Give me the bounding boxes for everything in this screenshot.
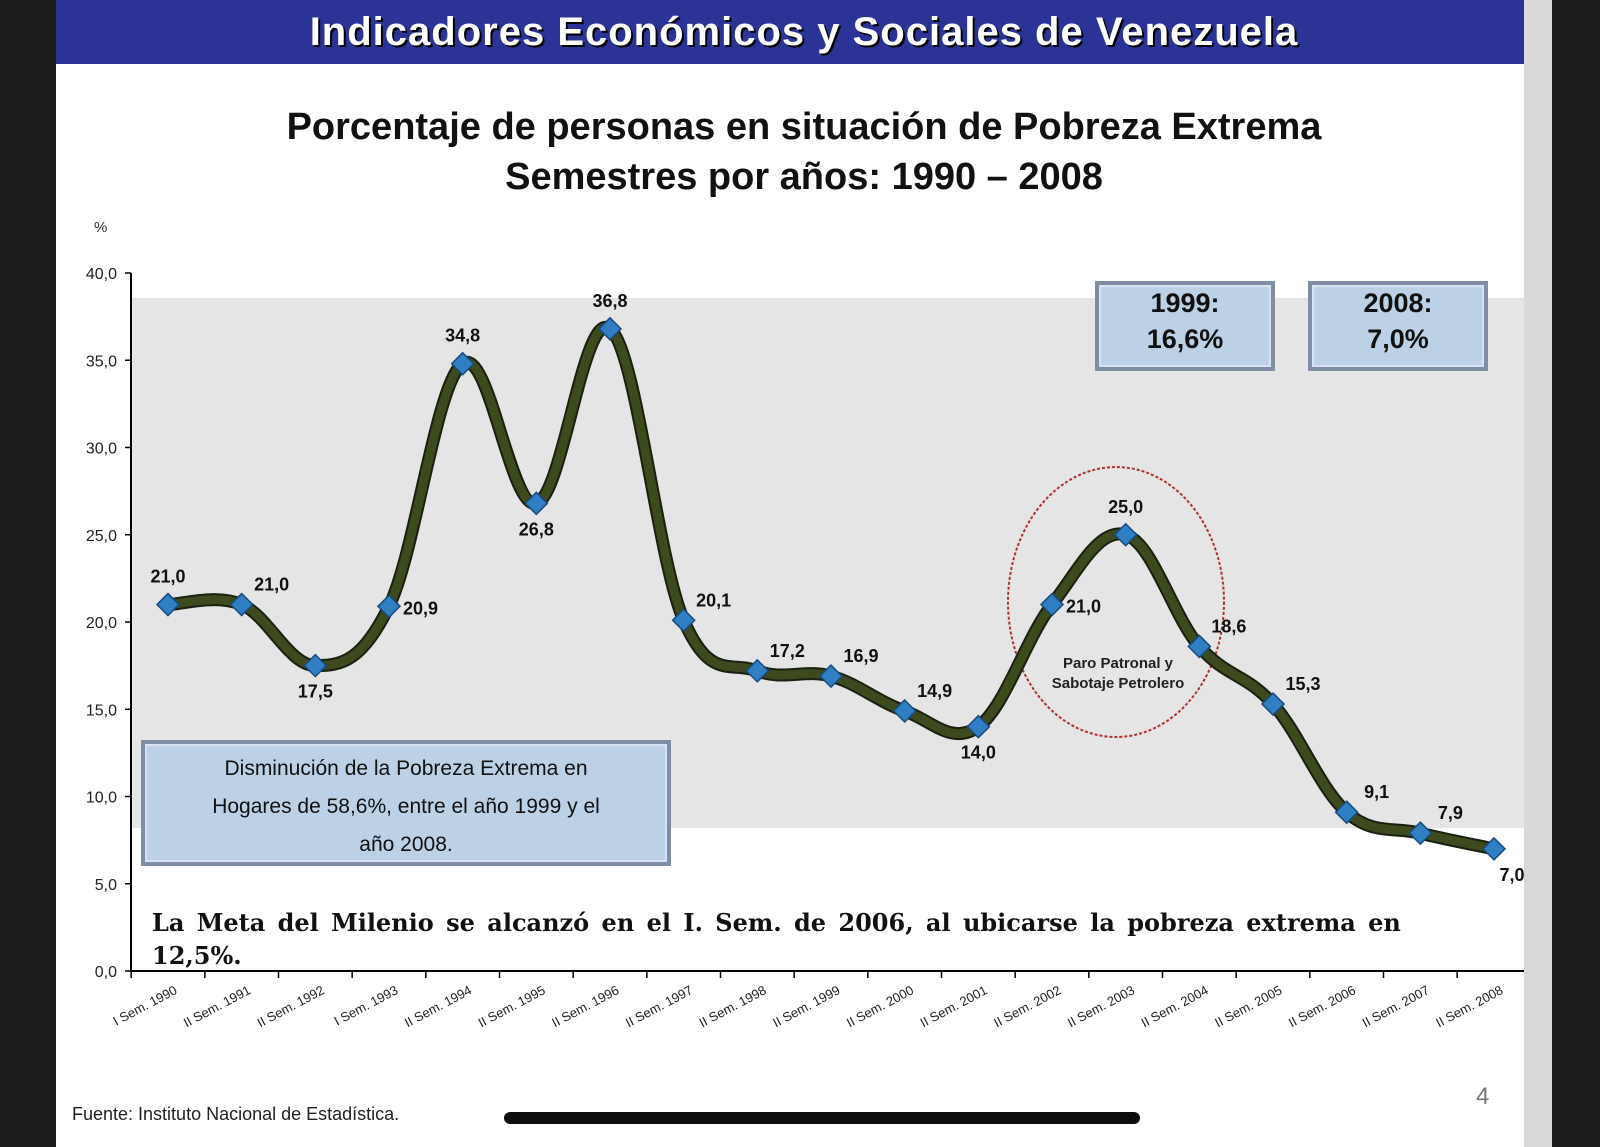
y-tick-label: 35,0 <box>86 353 117 370</box>
data-point <box>524 491 549 516</box>
x-tick-label: II Sem. 2004 <box>1139 982 1211 1030</box>
x-tick-label: I Sem. 1993 <box>331 982 400 1028</box>
data-label: 20,1 <box>696 590 731 610</box>
data-label: 17,5 <box>298 682 333 702</box>
data-point <box>745 658 770 683</box>
data-point <box>966 714 991 739</box>
stat-box-2008: 2008: 7,0% <box>1308 281 1488 371</box>
x-tick-label: II Sem. 1995 <box>476 982 548 1030</box>
y-tick-label: 30,0 <box>86 441 117 458</box>
data-point <box>1113 522 1138 547</box>
data-point <box>155 592 181 617</box>
chart-subtitle: Semestres por años: 1990 – 2008 <box>505 156 1103 198</box>
x-tick-label: II Sem. 2007 <box>1360 982 1432 1030</box>
x-tick-label: II Sem. 2003 <box>1065 982 1137 1030</box>
data-label: 26,8 <box>519 519 554 539</box>
y-tick-label: 20,0 <box>86 615 117 632</box>
y-tick-label: 0,0 <box>95 964 117 981</box>
stat-box-1999-year: 1999: <box>1150 288 1220 318</box>
annotation-circle <box>1007 466 1225 738</box>
millennium-goal-note: La Meta del Milenio se alcanzó en el I. … <box>152 906 1492 972</box>
x-tick-label: II Sem. 1992 <box>255 982 327 1030</box>
slide-edge <box>1524 0 1552 1147</box>
banner-title: Indicadores Económicos y Sociales de Ven… <box>56 0 1552 64</box>
data-label: 36,8 <box>592 291 627 311</box>
data-label: 21,0 <box>150 567 185 587</box>
data-label: 18,6 <box>1211 616 1246 636</box>
data-label: 21,0 <box>254 575 289 595</box>
highlight-band <box>131 298 1552 828</box>
slide: Indicadores Económicos y Sociales de Ven… <box>56 0 1552 1147</box>
data-point <box>892 698 917 724</box>
stat-box-1999-value: 16,6% <box>1146 324 1224 354</box>
annotation-line-2: Sabotaje Petrolero <box>1052 675 1185 692</box>
chart-title: Porcentaje de personas en situación de P… <box>286 106 1322 148</box>
data-point <box>450 351 475 376</box>
x-tick-label: II Sem. 1999 <box>770 982 842 1030</box>
data-label: 25,0 <box>1108 497 1143 517</box>
data-point <box>1408 821 1433 846</box>
x-tick-label: II Sem. 1994 <box>402 982 474 1030</box>
data-label: 9,1 <box>1364 782 1389 802</box>
x-tick-label: II Sem. 2008 <box>1433 982 1505 1030</box>
data-label: 34,8 <box>445 326 480 346</box>
x-tick-label: II Sem. 1991 <box>181 982 253 1030</box>
data-point <box>1334 800 1359 825</box>
data-point <box>597 316 623 341</box>
annotation-line-1: Paro Patronal y <box>1063 655 1174 672</box>
note-line-2: Hogares de 58,6%, entre el año 1999 y el <box>212 795 600 818</box>
x-tick-label: II Sem. 1997 <box>623 982 695 1030</box>
meta-line-2: 12,5%. <box>152 941 242 970</box>
line-chart: 0,0 5,0 10,0 15,0 20,0 25,0 30,0 35,0 40,0 I Sem.… <box>86 219 1552 1030</box>
x-tick-label: II Sem. 2000 <box>844 982 916 1030</box>
stat-box-2008-value: 7,0% <box>1367 324 1429 354</box>
x-tick-label: II Sem. 1996 <box>549 982 621 1030</box>
x-tick-label: I Sem. 1990 <box>110 982 179 1028</box>
data-label: 20,9 <box>403 598 438 618</box>
x-tick-label: II Sem. 2005 <box>1212 982 1284 1030</box>
data-point <box>1481 836 1507 861</box>
data-label: 21,0 <box>1066 597 1101 617</box>
y-tick-label: 5,0 <box>95 877 117 894</box>
x-tick-label: II Sem. 2001 <box>918 982 990 1030</box>
meta-line-1: La Meta del Milenio se alcanzó en el I. … <box>152 908 1401 937</box>
source-note: Fuente: Instituto Nacional de Estadístic… <box>72 1104 400 1124</box>
data-label: 17,2 <box>770 641 805 661</box>
y-tick-label: 25,0 <box>86 528 117 545</box>
page-number: 4 <box>1476 1083 1490 1110</box>
note-line-3: año 2008. <box>359 833 453 856</box>
y-axis-label: % <box>94 219 107 236</box>
data-label: 14,0 <box>961 743 996 763</box>
data-point <box>1039 592 1065 617</box>
stat-box-1999: 1999: 16,6% <box>1095 281 1275 371</box>
data-label: 7,9 <box>1438 803 1463 823</box>
x-tick-label: II Sem. 1998 <box>697 982 769 1030</box>
y-tick-label: 40,0 <box>86 266 117 283</box>
data-point <box>1260 691 1286 717</box>
data-point <box>376 594 402 619</box>
data-label: 16,9 <box>843 646 878 666</box>
series-poverty: 21,0 21,0 17,5 20,9 34,8 26,8 36,8 20,1 17,2 16,9… <box>150 291 1524 885</box>
data-label: 14,9 <box>917 681 952 701</box>
note-line-1: Disminución de la Pobreza Extrema en <box>224 757 588 780</box>
data-point <box>303 653 328 678</box>
data-point <box>671 608 696 633</box>
y-tick-label: 10,0 <box>86 790 117 807</box>
data-point <box>229 592 254 617</box>
data-point <box>1187 634 1212 659</box>
reduction-note-box: Disminución de la Pobreza Extrema en Hog… <box>141 740 671 866</box>
scrollbar-handle[interactable] <box>504 1112 1140 1124</box>
x-tick-label: II Sem. 2006 <box>1286 982 1358 1030</box>
stat-box-2008-year: 2008: <box>1363 288 1433 318</box>
x-tick-label: II Sem. 2002 <box>991 982 1063 1030</box>
data-label: 15,3 <box>1285 674 1320 694</box>
y-tick-label: 15,0 <box>86 702 117 719</box>
data-label: 7,0 <box>1499 865 1524 885</box>
data-point <box>818 664 844 689</box>
